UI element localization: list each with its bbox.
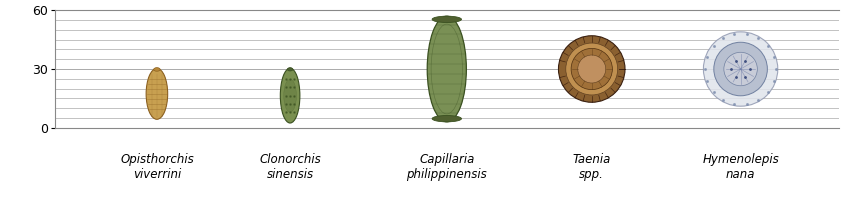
Ellipse shape bbox=[147, 68, 168, 119]
Ellipse shape bbox=[153, 68, 160, 71]
Ellipse shape bbox=[432, 16, 462, 22]
Ellipse shape bbox=[287, 68, 293, 71]
Ellipse shape bbox=[714, 42, 767, 96]
Text: Taenia
spp.: Taenia spp. bbox=[573, 153, 611, 181]
Ellipse shape bbox=[280, 68, 300, 123]
Text: Opisthorchis
viverrini: Opisthorchis viverrini bbox=[120, 153, 194, 181]
Text: Clonorchis
sinensis: Clonorchis sinensis bbox=[259, 153, 321, 181]
Text: Capillaria
philippinensis: Capillaria philippinensis bbox=[407, 153, 487, 181]
Text: Hymenolepis
nana: Hymenolepis nana bbox=[702, 153, 779, 181]
Ellipse shape bbox=[427, 16, 467, 122]
Ellipse shape bbox=[566, 43, 617, 95]
Ellipse shape bbox=[724, 52, 757, 86]
Ellipse shape bbox=[284, 79, 296, 112]
Ellipse shape bbox=[432, 116, 462, 122]
Ellipse shape bbox=[578, 55, 606, 83]
Ellipse shape bbox=[558, 36, 625, 102]
Ellipse shape bbox=[571, 48, 612, 90]
Ellipse shape bbox=[703, 32, 778, 106]
